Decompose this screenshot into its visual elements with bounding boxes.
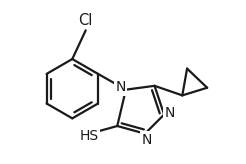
- Text: N: N: [165, 106, 175, 120]
- Text: Cl: Cl: [78, 13, 93, 28]
- Text: N: N: [115, 80, 126, 94]
- Text: N: N: [142, 133, 152, 147]
- Text: HS: HS: [80, 129, 99, 143]
